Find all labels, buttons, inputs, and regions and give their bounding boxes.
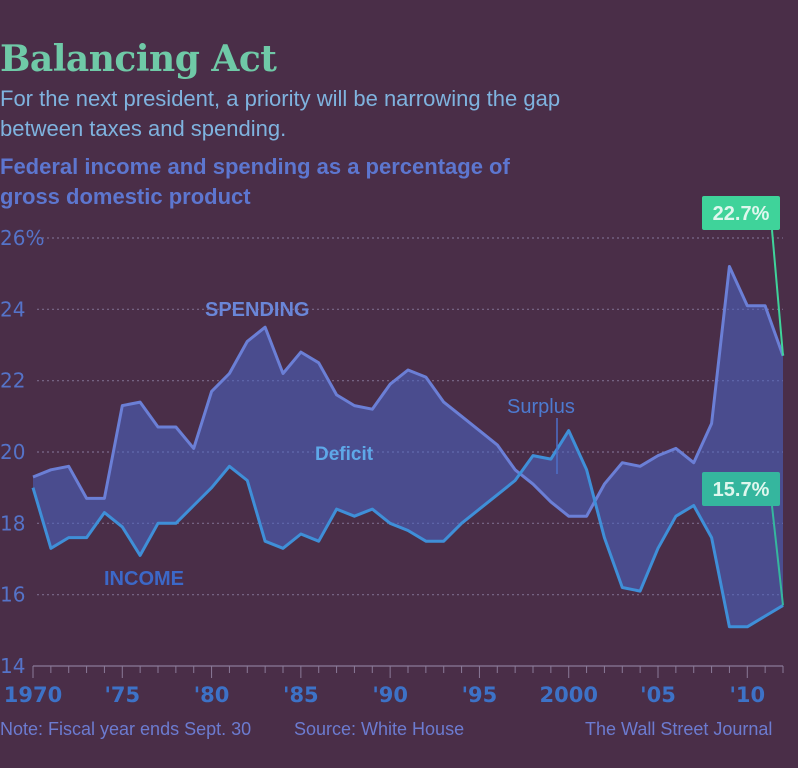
chart-header-line-2: gross domestic product bbox=[0, 184, 251, 209]
end-label-income-box bbox=[702, 472, 780, 506]
series-line-income bbox=[31, 429, 784, 629]
x-tick-label: '10 bbox=[729, 683, 765, 707]
annotation-surplus: Surplus bbox=[507, 396, 575, 418]
y-tick-label: 26% bbox=[0, 226, 44, 250]
y-tick-label: 22 bbox=[0, 369, 25, 393]
end-label-spending-connector bbox=[771, 229, 784, 356]
y-tick-label: 20 bbox=[0, 440, 25, 464]
x-tick-label: 1970 bbox=[4, 683, 62, 707]
y-tick-label: 18 bbox=[0, 511, 25, 535]
end-label-spending: 22.7% bbox=[713, 203, 770, 225]
series-line-spending bbox=[32, 265, 785, 518]
series-label-spending: SPENDING bbox=[205, 299, 309, 321]
end-label-spending-box bbox=[702, 196, 780, 230]
y-tick-label: 24 bbox=[0, 297, 25, 321]
x-tick-label: '90 bbox=[372, 683, 408, 707]
x-tick-label: '85 bbox=[283, 683, 319, 707]
x-tick-label: '05 bbox=[640, 683, 676, 707]
chart-subtitle-line-1: For the next president, a priority will … bbox=[0, 86, 561, 111]
x-tick-label: 2000 bbox=[539, 683, 597, 707]
x-tick-label: '95 bbox=[462, 683, 498, 707]
gap-area bbox=[33, 266, 783, 627]
series-label-income: INCOME bbox=[104, 568, 184, 590]
chart-source: Source: White House bbox=[294, 719, 465, 739]
chart-credit: The Wall Street Journal bbox=[585, 719, 773, 739]
chart-subtitle-line-2: between taxes and spending. bbox=[0, 116, 287, 141]
x-tick-label: '80 bbox=[194, 683, 230, 707]
x-tick-label: '75 bbox=[104, 683, 140, 707]
chart-title: Balancing Act bbox=[0, 38, 277, 80]
chart-note: Note: Fiscal year ends Sept. 30 bbox=[0, 719, 252, 739]
chart-header-line-1: Federal income and spending as a percent… bbox=[0, 154, 510, 179]
annotation-deficit: Deficit bbox=[315, 444, 374, 465]
end-label-income-connector bbox=[771, 505, 784, 606]
y-tick-label: 16 bbox=[0, 583, 25, 607]
end-label-income: 15.7% bbox=[713, 479, 770, 501]
y-tick-label: 14 bbox=[0, 654, 25, 678]
